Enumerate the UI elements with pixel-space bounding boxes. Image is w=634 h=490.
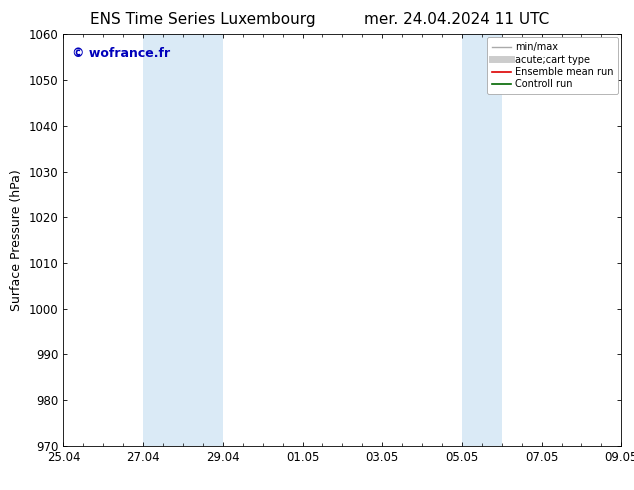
Bar bbox=[143, 34, 223, 446]
Text: ENS Time Series Luxembourg: ENS Time Series Luxembourg bbox=[90, 12, 316, 27]
Text: mer. 24.04.2024 11 UTC: mer. 24.04.2024 11 UTC bbox=[364, 12, 549, 27]
Y-axis label: Surface Pressure (hPa): Surface Pressure (hPa) bbox=[10, 169, 23, 311]
Text: © wofrance.fr: © wofrance.fr bbox=[72, 47, 170, 60]
Bar bbox=[462, 34, 501, 446]
Legend: min/max, acute;cart type, Ensemble mean run, Controll run: min/max, acute;cart type, Ensemble mean … bbox=[487, 37, 618, 94]
